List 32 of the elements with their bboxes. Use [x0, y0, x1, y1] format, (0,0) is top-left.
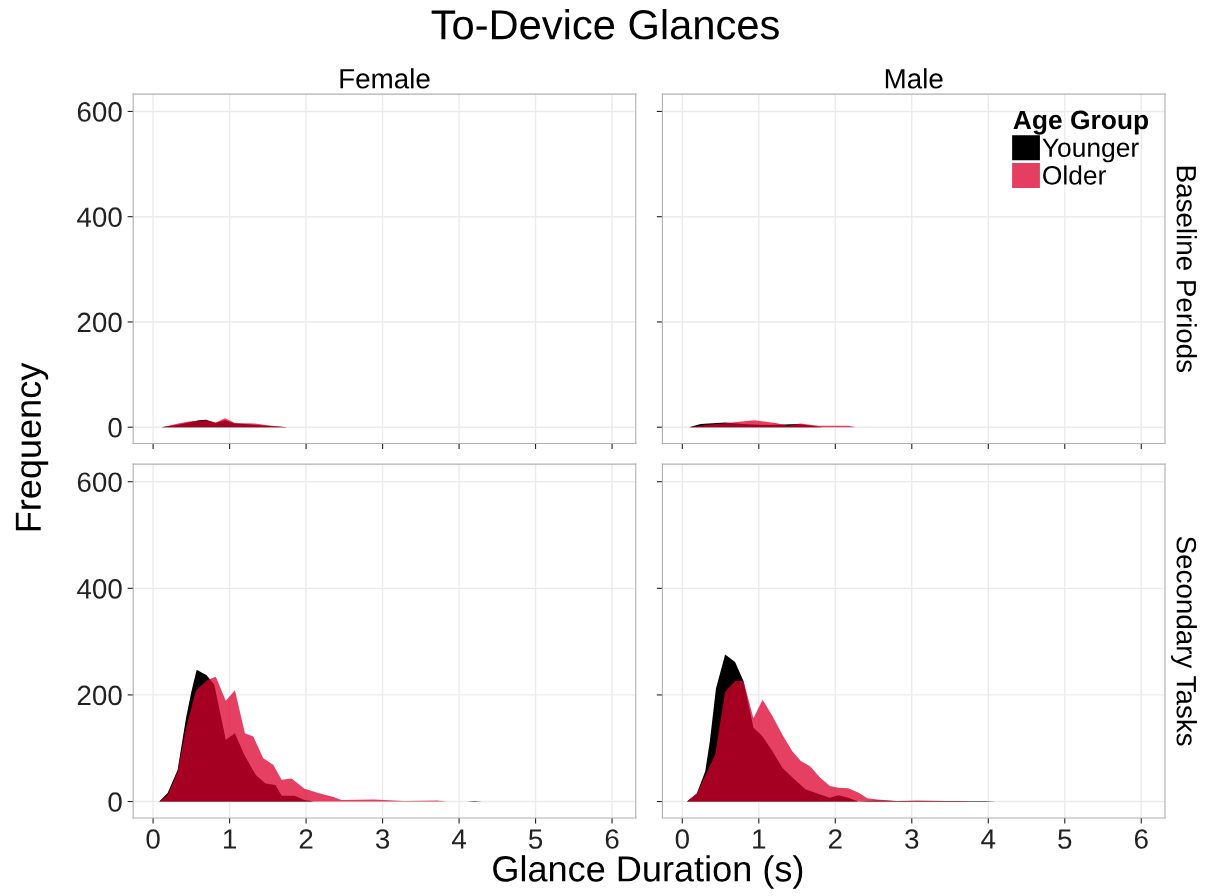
y-tick-label: 0	[108, 792, 122, 812]
y2-axis-title: Secondary Tasks	[1171, 536, 1197, 746]
x-axis-title: Glance Duration (s)	[493, 855, 803, 889]
x-tick-label: 5	[528, 829, 543, 849]
x-tick-label: 3	[905, 829, 919, 849]
y-axis-title: Frequency	[15, 362, 49, 531]
chart-title: To-Device Glances	[431, 8, 779, 40]
x-tick-label: 2	[828, 829, 842, 849]
y-tick-label: 400	[77, 578, 122, 599]
x-tick-label: 2	[299, 829, 313, 849]
x-tick-label: 0	[675, 829, 689, 849]
x-tick-label: 1	[223, 829, 236, 849]
x-tick-label: 6	[1134, 829, 1148, 849]
y-tick-label: 600	[77, 472, 122, 493]
y-tick-label: 200	[77, 685, 122, 706]
x-tick-label: 5	[1058, 829, 1072, 849]
y2-axis-title: Baseline Periods	[1176, 166, 1197, 373]
y-tick-label: 200	[77, 312, 122, 333]
x-tick-label: 4	[451, 829, 466, 849]
y-tick-label: 600	[77, 102, 122, 122]
x-tick-label: 1	[753, 829, 766, 849]
y-tick-label: 400	[77, 207, 122, 228]
x-tick-label: 4	[981, 829, 996, 849]
legend-label: Older	[1043, 165, 1106, 185]
legend-label: Younger	[1042, 138, 1139, 163]
x-tick-label: 0	[146, 829, 160, 849]
x-tick-label: 3	[375, 829, 390, 849]
legend-title: Age Group	[1013, 110, 1149, 135]
y-tick-label: 0	[108, 417, 122, 438]
chart-subtitle: Male	[885, 68, 943, 89]
chart-subtitle: Female	[340, 68, 430, 89]
x-tick-label: 6	[605, 829, 619, 849]
